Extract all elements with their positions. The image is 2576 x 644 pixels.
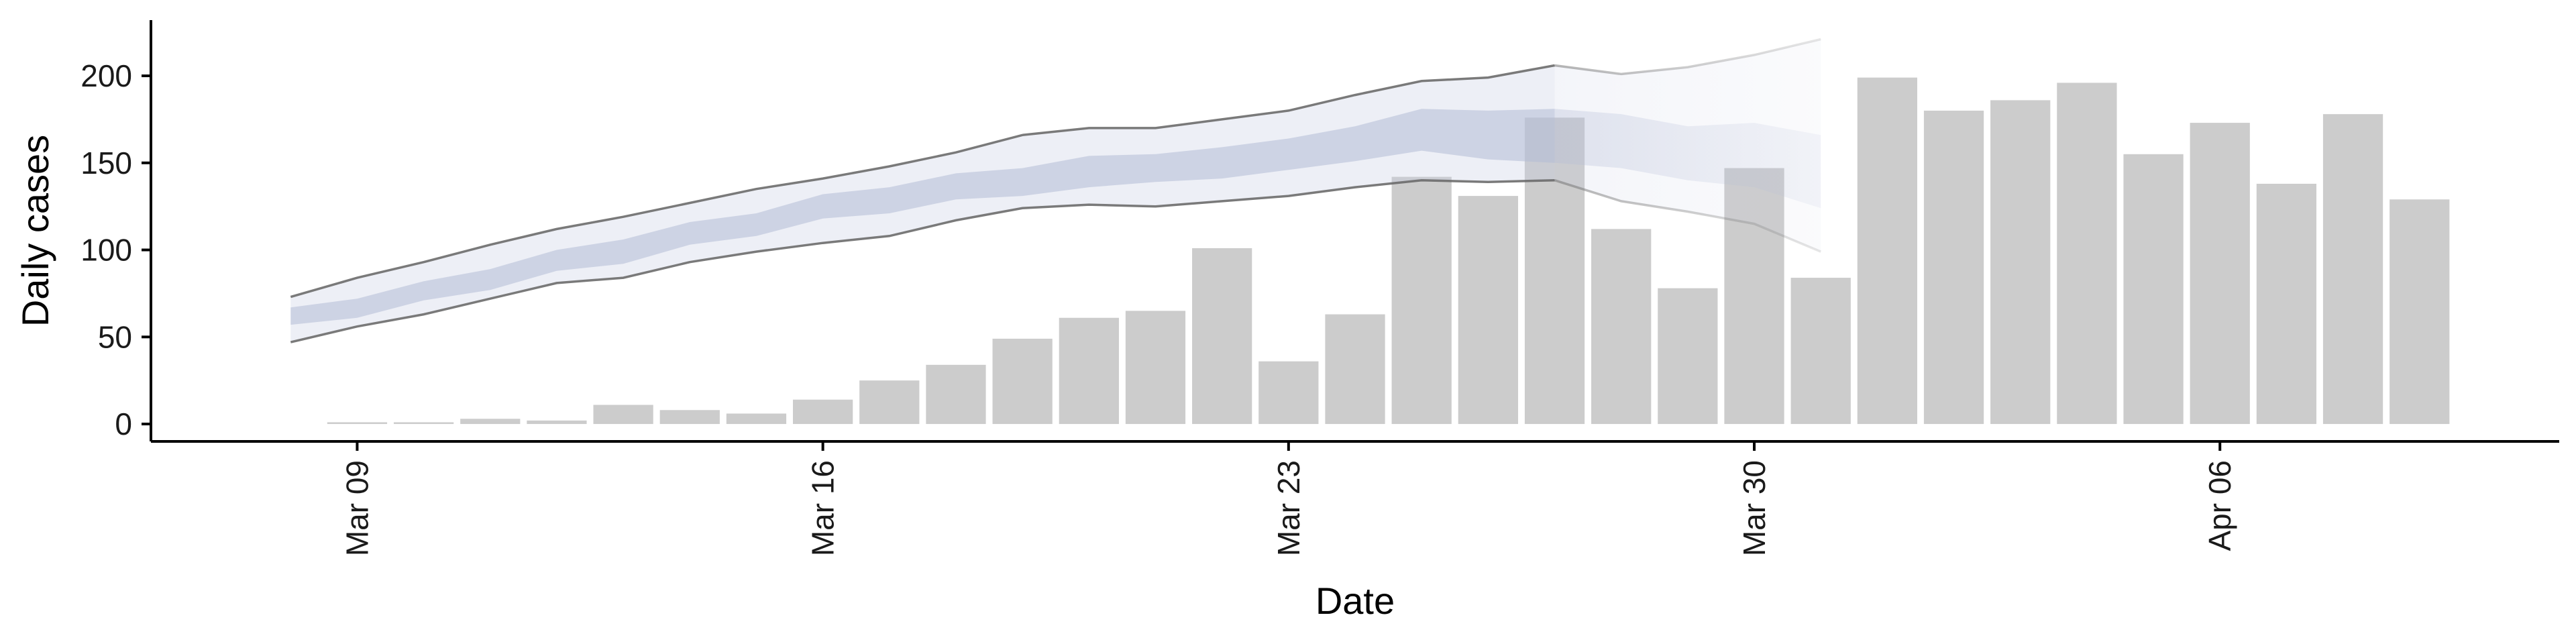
y-axis-title: Daily cases (14, 135, 56, 327)
case-bar (1658, 288, 1718, 425)
bars-layer (327, 77, 2450, 425)
y-tick-label: 0 (115, 407, 132, 441)
case-bar (1990, 100, 2051, 425)
inner-interval-band-projection (1554, 109, 1821, 209)
case-bar (593, 405, 653, 425)
case-bar (2256, 183, 2317, 425)
case-bar (1391, 176, 1452, 425)
case-bar (1591, 229, 1652, 425)
case-bar (2322, 114, 2383, 425)
prediction-bands-layer (290, 38, 1821, 343)
case-bar (859, 380, 920, 425)
x-tick-label: Mar 30 (1737, 460, 1772, 556)
case-bar (1192, 248, 1252, 425)
axes-layer: 0 50 100 150 200 Mar 09 Mar 16 Mar 23 Mar 30 Apr … (80, 20, 2559, 556)
outer-interval-lower-line-projection (1554, 179, 1821, 253)
y-tick-label: 150 (80, 146, 132, 180)
x-tick-label: Mar 09 (339, 460, 374, 556)
case-bar (2057, 83, 2117, 425)
case-bar (926, 364, 986, 425)
y-tick-label: 200 (80, 58, 132, 93)
case-bar (327, 422, 388, 425)
case-bar (1325, 314, 1385, 425)
case-bar (793, 399, 853, 425)
y-tick-label: 100 (80, 233, 132, 268)
case-bar (1125, 311, 1186, 425)
x-axis-title: Date (1316, 580, 1395, 622)
x-tick-label: Mar 16 (806, 460, 841, 556)
case-bar (2190, 123, 2250, 425)
case-bar (393, 422, 454, 425)
case-bar (2123, 154, 2184, 425)
case-bar (1059, 317, 1119, 425)
inner-interval-band (290, 109, 1555, 325)
case-bar (1458, 196, 1518, 425)
outer-interval-upper-line (290, 64, 1555, 299)
case-bar (1790, 278, 1851, 425)
case-bar (527, 420, 587, 425)
x-tick-label: Mar 23 (1271, 460, 1306, 556)
x-tick-label: Apr 06 (2202, 460, 2237, 551)
case-bar (2390, 199, 2450, 425)
case-bar (1857, 77, 1917, 425)
outer-interval-upper-line-projection (1554, 38, 1821, 76)
case-bar (460, 419, 521, 425)
case-bar (1258, 361, 1319, 425)
case-bar (659, 410, 720, 425)
case-bar (726, 413, 787, 425)
outer-interval-lower-line (290, 178, 1555, 343)
case-bar (992, 338, 1053, 425)
case-bar (1923, 110, 1984, 425)
y-tick-label: 50 (98, 319, 132, 354)
